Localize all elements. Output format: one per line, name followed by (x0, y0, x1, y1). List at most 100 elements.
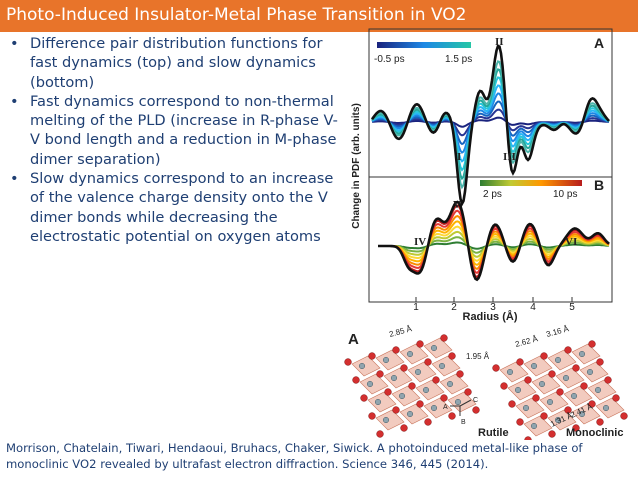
panel-b-trace (378, 236, 610, 254)
vanadium-atom (578, 350, 586, 358)
panel-b-curves (378, 200, 610, 282)
oxygen-atom (612, 394, 620, 402)
oxygen-atom (596, 358, 604, 366)
oxygen-atom (440, 334, 448, 342)
octahedron-face (399, 403, 429, 425)
vanadium-atom (454, 398, 462, 406)
vanadium-atom (570, 392, 578, 400)
x-tick-label: 3 (490, 302, 496, 313)
oxygen-atom (456, 370, 464, 378)
panel-b-letter: B (594, 177, 604, 193)
mono-dim-1: 2.62 Å (514, 334, 539, 349)
rutile-label: Rutile (478, 427, 509, 439)
octahedron-face (375, 349, 405, 371)
panel-a-letter: A (594, 35, 604, 51)
oxygen-atom (580, 382, 588, 390)
octahedron-face (515, 397, 545, 419)
oxygen-atom (540, 412, 548, 420)
vanadium-atom (446, 380, 454, 388)
vanadium-atom (602, 404, 610, 412)
oxygen-atom (572, 424, 580, 432)
oxygen-atom (516, 418, 524, 426)
peak-label-ii: II (495, 36, 504, 48)
octahedron-face (367, 391, 397, 413)
slide-title: Photo-Induced Insulator-Metal Phase Tran… (6, 5, 467, 25)
oxygen-atom (384, 388, 392, 396)
octahedron-face (523, 355, 553, 377)
bullet-icon: • (10, 35, 19, 52)
vanadium-atom (522, 404, 530, 412)
oxygen-atom (472, 406, 480, 414)
bullet-item: • Fast dynamics correspond to non-thermal… (8, 92, 338, 169)
oxygen-atom (392, 406, 400, 414)
octahedron-face (375, 409, 405, 431)
octahedron-face (431, 355, 461, 377)
octahedron-face (399, 343, 429, 365)
octahedron-face (531, 373, 561, 395)
vanadium-atom (358, 362, 366, 370)
crystal-lattice (344, 334, 628, 440)
panel-a-trace (370, 44, 610, 208)
crystal-structure-figure: A 2.85 Å 1.95 Å 2.62 Å 3.16 Å 1.31 Å 2.4… (344, 324, 628, 440)
oxygen-atom (588, 400, 596, 408)
panel-b-trace (378, 200, 610, 282)
octahedron-face (555, 367, 585, 389)
oxygen-atom (416, 400, 424, 408)
oxygen-atom (360, 394, 368, 402)
octahedron-face (571, 403, 601, 425)
oxygen-atom (368, 412, 376, 420)
vanadium-atom (406, 410, 414, 418)
octahedron-face (415, 379, 445, 401)
bullet-icon: • (10, 170, 19, 188)
panel-b-trace (378, 220, 610, 266)
oxygen-atom (400, 364, 408, 372)
x-tick-label: 2 (451, 302, 457, 313)
panel-a-legend-min: -0.5 ps (374, 54, 405, 65)
peak-label-v: V (453, 199, 461, 211)
bullet-text: Fast dynamics correspond to non-thermal … (30, 92, 338, 168)
vanadium-atom (406, 350, 414, 358)
vanadium-atom (390, 374, 398, 382)
octahedron-face (423, 397, 453, 419)
vanadium-atom (374, 398, 382, 406)
peak-label-i: I (457, 151, 461, 163)
octahedron-face (423, 337, 453, 359)
peak-label-iii: III (503, 151, 516, 163)
octahedron-face (359, 373, 389, 395)
panel-b-trace (378, 241, 610, 250)
vanadium-atom (554, 416, 562, 424)
oxygen-atom (492, 364, 500, 372)
oxygen-atom (424, 358, 432, 366)
x-tick-label: 5 (569, 302, 575, 313)
oxygen-atom (344, 358, 352, 366)
oxygen-atom (352, 376, 360, 384)
oxygen-atom (408, 382, 416, 390)
pdf-figure: 1 2 3 4 5 Change in PDF (arb. units) Radius … (351, 28, 613, 323)
oxygen-atom (464, 388, 472, 396)
oxygen-atom (440, 394, 448, 402)
octahedron-face (587, 379, 617, 401)
bullet-text: Difference pair distribution functions f… (30, 35, 323, 91)
vanadium-atom (430, 344, 438, 352)
vanadium-atom (586, 368, 594, 376)
oxygen-atom (448, 412, 456, 420)
octahedron-face (383, 367, 413, 389)
panel-a-colorbar (377, 42, 471, 48)
octahedron-face (579, 361, 609, 383)
monoclinic-label: Monoclinic (566, 427, 623, 439)
oxygen-atom (376, 430, 384, 438)
bullet-icon: • (10, 92, 19, 110)
oxygen-atom (548, 370, 556, 378)
peak-label-vi: VI (565, 236, 577, 248)
x-ticks: 1 2 3 4 5 (413, 297, 575, 313)
vanadium-atom (538, 380, 546, 388)
oxygen-atom (500, 382, 508, 390)
oxygen-atom (532, 394, 540, 402)
reference-citation: Morrison, Chatelain, Tiwari, Hendaoui, B… (6, 441, 583, 471)
vanadium-atom (514, 386, 522, 394)
vanadium-atom (562, 374, 570, 382)
panel-b-trace (378, 209, 610, 275)
bullet-list: • Difference pair distribution functions … (8, 34, 338, 246)
oxygen-atom (564, 346, 572, 354)
vanadium-atom (382, 416, 390, 424)
